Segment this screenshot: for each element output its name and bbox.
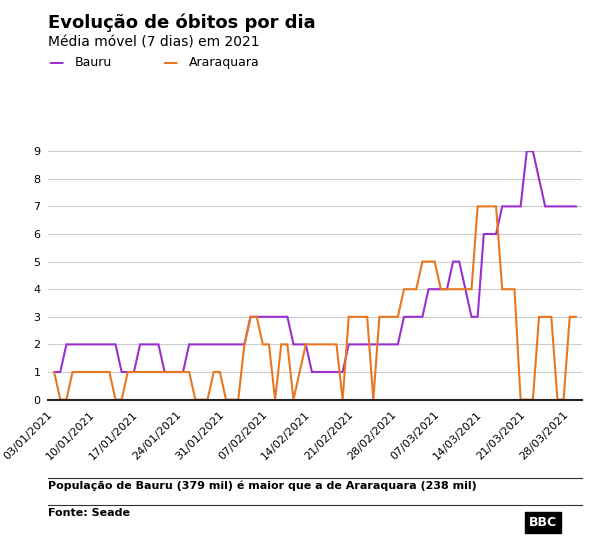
Text: —: — — [48, 55, 64, 70]
Text: Araraquara: Araraquara — [189, 56, 260, 69]
Text: População de Bauru (379 mil) é maior que a de Araraquara (238 mil): População de Bauru (379 mil) é maior que… — [48, 481, 477, 491]
Text: —: — — [162, 55, 178, 70]
Text: Evolução de óbitos por dia: Evolução de óbitos por dia — [48, 14, 316, 32]
Text: Média móvel (7 dias) em 2021: Média móvel (7 dias) em 2021 — [48, 35, 260, 49]
Text: BBC: BBC — [529, 516, 557, 529]
Text: Fonte: Seade: Fonte: Seade — [48, 508, 130, 518]
Text: Bauru: Bauru — [75, 56, 112, 69]
